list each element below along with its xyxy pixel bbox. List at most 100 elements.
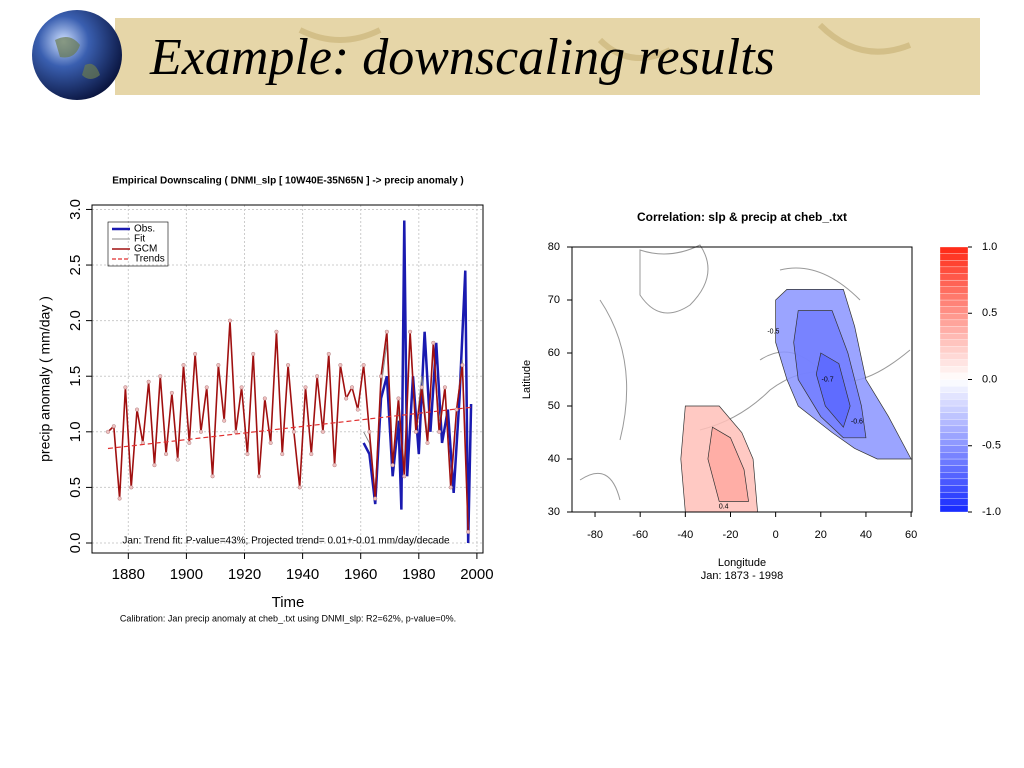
x-tick-label: 1900 [170,566,203,583]
point [437,429,442,434]
chart-title: Correlation: slp & precip at cheb_.txt [637,210,847,224]
series-line [107,320,469,532]
slide-title: Example: downscaling results [149,29,775,86]
legend-label: Trends [134,254,165,265]
colorbar-step [939,352,969,360]
colorbar-step [939,458,969,466]
point [413,429,418,434]
colorbar-step [939,425,969,433]
legend-label: Fit [134,234,145,245]
point [390,463,395,468]
point [233,429,238,434]
y-tick-label: 1.5 [67,366,84,387]
point [105,429,111,434]
chart-title: Empirical Downscaling ( DNMI_slp [ 10W40… [112,176,463,187]
colorbar-step [939,445,969,453]
colorbar-step [939,332,969,340]
colorbar-step [939,405,969,413]
point [181,363,186,368]
point [442,385,447,390]
contour-label: 0.4 [719,504,729,511]
contour-label: -0.5 [767,329,779,336]
caption: Calibration: Jan precip anomaly at cheb_… [120,613,456,623]
colorbar-step [939,498,969,506]
x-tick-label: -20 [723,529,739,541]
point [344,396,349,401]
point [134,407,140,412]
y-tick-label: 60 [548,347,560,359]
colorbar-step [939,293,969,301]
chart-downscaling: Empirical Downscaling ( DNMI_slp [ 10W40… [37,176,494,624]
colorbar-tick-label: 0.0 [982,373,997,385]
y-tick-label: 70 [548,294,560,306]
title-band [115,18,980,95]
colorbar-step [939,319,969,327]
point [274,329,279,334]
y-tick-label: 30 [548,506,560,518]
y-tick-label: 3.0 [67,199,84,220]
point [152,463,157,468]
y-tick-label: 40 [548,453,560,465]
point [425,440,430,445]
colorbar-step [939,505,969,513]
colorbar-step [939,246,969,254]
point [198,429,203,434]
colorbar-step [939,339,969,347]
point [460,363,465,368]
x-axis-label: Longitude [718,557,766,569]
x-tick-label: 20 [815,529,827,541]
point [239,385,244,390]
point [262,396,267,401]
series-line [362,220,473,544]
point [448,485,453,490]
point [129,485,134,490]
y-tick-label: 50 [548,400,560,412]
colorbar-step [939,412,969,420]
point [402,474,407,479]
globe-icon [32,10,122,100]
point [408,329,413,334]
series-line [107,406,472,450]
point [349,385,355,390]
colorbar-tick-label: -1.0 [982,506,1001,518]
correlation-region [707,426,749,502]
annotation: Jan: Trend fit: P-value=43%; Projected t… [122,536,450,547]
point [431,340,436,345]
y-tick-label: 0.0 [67,533,84,554]
point [384,329,389,334]
colorbar-step [939,491,969,499]
colorbar-step [939,313,969,321]
point [303,385,308,390]
x-tick-label: 2000 [460,566,493,583]
colorbar-step [939,273,969,281]
point [466,529,471,534]
point [291,429,296,434]
contour-label: -0.7 [822,376,834,383]
y-tick-label: 2.5 [67,255,84,276]
point [175,457,180,462]
point [419,385,424,390]
point [187,440,192,445]
point [256,474,262,479]
colorbar-step [939,485,969,493]
point [227,318,233,323]
point [396,396,401,401]
colorbar-step [939,299,969,307]
point [297,485,302,490]
point [169,390,174,395]
colorbar-step [939,472,969,480]
x-axis-note: Jan: 1873 - 1998 [701,570,784,582]
point [146,379,151,384]
colorbar-tick-label: -0.5 [982,440,1001,452]
point [326,351,331,357]
colorbar-step [939,438,969,446]
point [164,451,169,457]
chart-correlation-map: Correlation: slp & precip at cheb_.txt -0… [521,210,1001,582]
plot-frame [91,204,484,554]
point [315,374,320,379]
colorbar-tick-label: 1.0 [982,241,997,253]
point [158,374,163,379]
point [286,363,291,368]
